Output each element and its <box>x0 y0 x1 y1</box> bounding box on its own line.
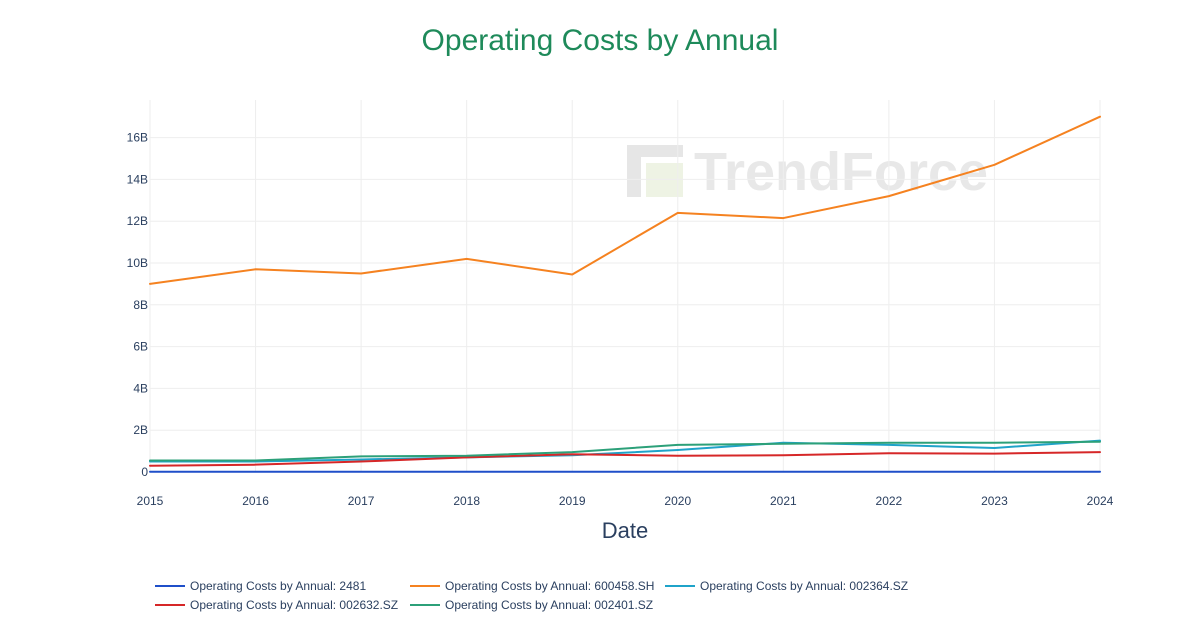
legend-item[interactable]: Operating Costs by Annual: 2481 <box>155 579 366 593</box>
legend-item[interactable]: Operating Costs by Annual: 002632.SZ <box>155 598 398 612</box>
x-tick-label: 2021 <box>770 494 797 508</box>
y-axis: 0 2B 4B 6B 8B 10B 12B 14B 16B <box>127 131 149 479</box>
svg-text:TrendForce: TrendForce <box>694 142 988 202</box>
legend-label: Operating Costs by Annual: 2481 <box>190 579 366 593</box>
series-lines <box>149 115 1101 473</box>
trendforce-logo-mark-icon <box>627 145 683 197</box>
y-tick-label: 0 <box>141 465 148 479</box>
x-tick-label: 2015 <box>137 494 164 508</box>
y-tick-label: 16B <box>127 131 148 145</box>
x-tick-label: 2022 <box>876 494 903 508</box>
series-line-1[interactable] <box>149 115 1101 285</box>
legend-item[interactable]: Operating Costs by Annual: 002364.SZ <box>665 579 908 593</box>
y-tick-label: 14B <box>127 172 148 186</box>
legend-label: Operating Costs by Annual: 002401.SZ <box>445 598 653 612</box>
x-tick-label: 2024 <box>1087 494 1114 508</box>
series-line-4[interactable] <box>149 440 1101 462</box>
y-tick-label: 12B <box>127 214 148 228</box>
y-tick-label: 2B <box>133 423 148 437</box>
x-tick-label: 2020 <box>664 494 691 508</box>
y-tick-label: 6B <box>133 340 148 354</box>
chart-title: Operating Costs by Annual <box>422 24 779 57</box>
series-line-2[interactable] <box>149 439 1101 463</box>
legend-item[interactable]: Operating Costs by Annual: 002401.SZ <box>410 598 653 612</box>
x-axis: 2015 2016 2017 2018 2019 2020 2021 2022 2023 2024 <box>137 494 1114 508</box>
series-line-3[interactable] <box>149 451 1101 467</box>
legend-label: Operating Costs by Annual: 002364.SZ <box>700 579 908 593</box>
y-tick-label: 4B <box>133 381 148 395</box>
x-tick-label: 2019 <box>559 494 586 508</box>
x-tick-label: 2018 <box>453 494 480 508</box>
legend-label: Operating Costs by Annual: 002632.SZ <box>190 598 398 612</box>
legend-label: Operating Costs by Annual: 600458.SH <box>445 579 654 593</box>
grid <box>149 100 1101 472</box>
y-tick-label: 8B <box>133 298 148 312</box>
trendforce-watermark-logo: TrendForce <box>627 142 988 202</box>
y-tick-label: 10B <box>127 256 148 270</box>
legend: Operating Costs by Annual: 2481 Operating… <box>155 579 908 612</box>
x-tick-label: 2016 <box>242 494 269 508</box>
x-tick-label: 2017 <box>348 494 375 508</box>
x-tick-label: 2023 <box>981 494 1008 508</box>
legend-item[interactable]: Operating Costs by Annual: 600458.SH <box>410 579 654 593</box>
x-axis-title: Date <box>602 518 648 543</box>
